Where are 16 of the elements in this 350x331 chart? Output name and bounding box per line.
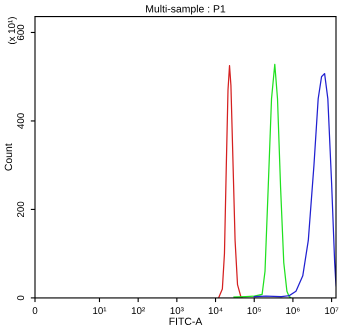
x-tick-label: 10⁷ — [325, 307, 338, 314]
x-tick-label: 10² — [132, 307, 146, 314]
chart-title: Multi-sample : P1 — [146, 4, 226, 15]
x-tick-label: 10³ — [170, 307, 184, 314]
x-tick-label: 10⁶ — [286, 307, 300, 314]
x-tick-label: 10⁵ — [248, 307, 262, 314]
y-axis-title: Count — [4, 143, 12, 171]
y-tick-label: 400 — [17, 113, 24, 129]
x-axis-title: FITC-A — [170, 318, 202, 326]
x-tick-label: 10¹ — [93, 307, 106, 314]
y-tick-label: 600 — [17, 24, 24, 40]
text: (x 10¹) — [8, 17, 17, 44]
x-tick-label: 10⁴ — [208, 307, 223, 314]
y-tick-label: 0 — [17, 296, 24, 300]
y-tick-label: 200 — [17, 202, 24, 218]
x-tick-label: 0 — [32, 307, 38, 314]
